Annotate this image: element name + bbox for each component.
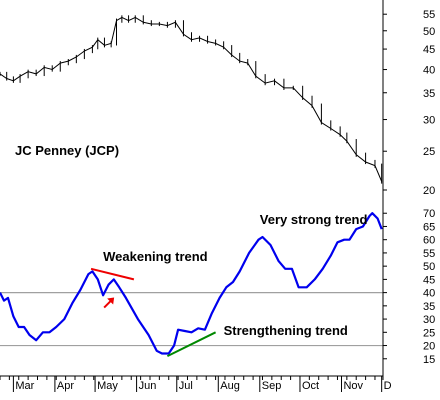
indicator-tick-label: 55 [423, 248, 435, 260]
price-tick-label: 55 [423, 9, 435, 21]
month-label: Mar [15, 380, 34, 392]
price-tick-label: 45 [423, 44, 435, 56]
month-label: Jun [139, 380, 157, 392]
trendline [90, 267, 135, 281]
indicator-tick-label: 30 [423, 314, 435, 326]
trendlines [90, 267, 217, 358]
annotation-label: Strengthening trend [224, 323, 348, 338]
reference-lines [0, 292, 383, 347]
month-label: Aug [220, 380, 240, 392]
annotations: Weakening trend Strengthening trend Very s… [103, 212, 367, 338]
indicator-tick-label: 35 [423, 301, 435, 313]
indicator-tick-label: 50 [423, 261, 435, 273]
bottom-panel: Weakening trend Strengthening trend Very s… [0, 208, 435, 366]
price-axis: 20 25 30 35 40 45 50 55 [383, 9, 435, 197]
month-label: Oct [302, 380, 319, 392]
month-label: Apr [57, 380, 74, 392]
trendline [166, 331, 217, 358]
arrow-head [107, 297, 115, 305]
indicator-tick-label: 25 [423, 327, 435, 339]
month-label: D [384, 380, 392, 392]
indicator-tick-label: 60 [423, 235, 435, 247]
indicator-tick-label: 15 [423, 354, 435, 366]
indicator-tick-label: 20 [423, 341, 435, 353]
top-panel: JC Penney (JCP) 20 25 30 35 40 45 50 55 [0, 9, 435, 197]
annotation-label: Weakening trend [103, 249, 208, 264]
price-tick-label: 25 [423, 146, 435, 158]
indicator-tick-label: 40 [423, 288, 435, 300]
month-label: Sep [262, 380, 282, 392]
indicator-line [0, 212, 383, 355]
price-tick-label: 30 [423, 115, 435, 127]
price-tick-label: 20 [423, 185, 435, 197]
indicator-tick-label: 70 [423, 208, 435, 220]
time-axis: Mar Apr May Jun Jul Aug Sep Oct Nov D [0, 376, 392, 392]
indicator-tick-label: 45 [423, 274, 435, 286]
price-tick-label: 35 [423, 88, 435, 100]
stock-title: JC Penney (JCP) [15, 143, 119, 158]
price-series [0, 15, 383, 184]
price-tick-label: 40 [423, 65, 435, 77]
month-label: Jul [179, 380, 193, 392]
indicator-series [0, 212, 383, 355]
annotation-label: Very strong trend [260, 212, 368, 227]
price-tick-label: 50 [423, 26, 435, 38]
month-label: Nov [343, 380, 363, 392]
month-label: May [97, 380, 118, 392]
indicator-tick-label: 65 [423, 221, 435, 233]
